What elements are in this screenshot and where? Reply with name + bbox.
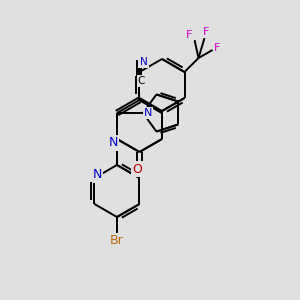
- Text: F: F: [186, 30, 193, 40]
- Text: N: N: [140, 57, 147, 67]
- Text: F: F: [203, 27, 210, 37]
- Text: N: N: [108, 136, 118, 149]
- Text: N: N: [93, 169, 102, 182]
- Text: O: O: [133, 163, 142, 176]
- Text: Br: Br: [110, 234, 124, 247]
- Text: N: N: [144, 108, 152, 118]
- Text: C: C: [138, 76, 145, 86]
- Text: F: F: [214, 43, 221, 53]
